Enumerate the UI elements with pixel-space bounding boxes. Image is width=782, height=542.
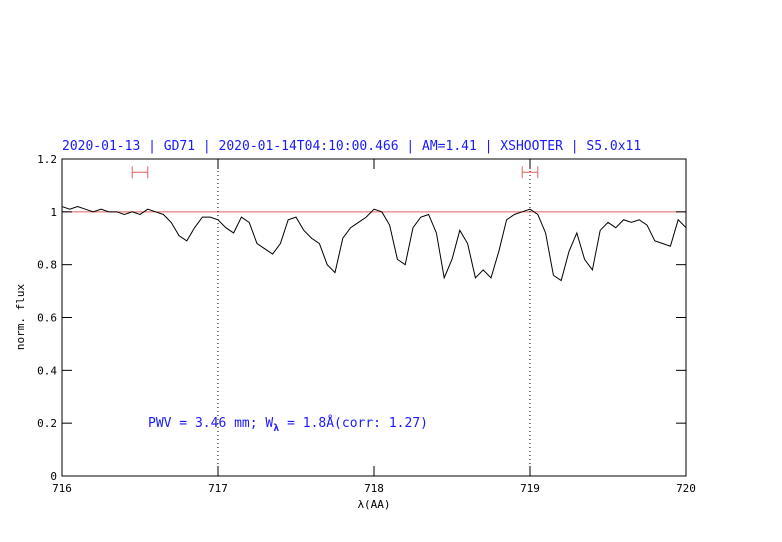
y-tick-label: 0.8	[37, 259, 57, 272]
annotation-subscript: λ	[273, 423, 279, 434]
x-axis-label: λ(AA)	[357, 498, 390, 511]
y-tick-label: 0.4	[37, 364, 57, 377]
x-tick-label: 717	[208, 482, 228, 495]
y-tick-label: 0.6	[37, 312, 57, 325]
x-tick-label: 719	[520, 482, 540, 495]
x-tick-label: 716	[52, 482, 72, 495]
chart-title: 2020-01-13 | GD71 | 2020-01-14T04:10:00.…	[62, 139, 641, 154]
annotation-part: = 1.8Å(corr: 1.27)	[279, 415, 428, 431]
y-axis-label: norm. flux	[14, 284, 27, 351]
spectrum-line	[61, 206, 687, 282]
x-tick-label: 718	[364, 482, 384, 495]
y-tick-label: 0.2	[37, 417, 57, 430]
y-tick-label: 1	[50, 206, 57, 219]
interval-marker	[131, 166, 149, 179]
y-tick-label: 0	[50, 470, 57, 483]
annotation: PWV = 3.46 mm; Wλ = 1.8Å(corr: 1.27)	[148, 415, 428, 434]
interval-marker	[521, 166, 539, 179]
annotation-part: PWV = 3.46 mm; W	[148, 416, 273, 431]
y-tick-label: 1.2	[37, 153, 57, 166]
x-tick-label: 720	[676, 482, 696, 495]
